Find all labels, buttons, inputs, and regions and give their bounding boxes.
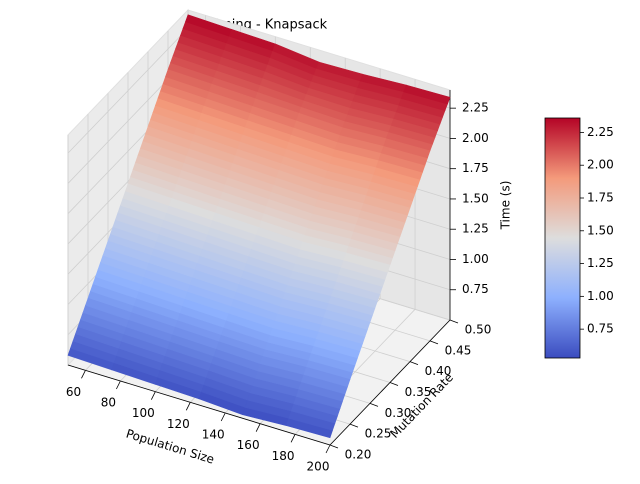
surface-patch [111, 312, 176, 385]
x-tick-label: 80 [101, 396, 116, 410]
x-tick-label: 60 [66, 385, 81, 399]
surface-patch [131, 255, 196, 328]
surface-patch [107, 183, 173, 256]
y-tick [389, 382, 399, 386]
surface-patch [87, 240, 153, 314]
surface-patch [147, 69, 213, 142]
x-tick-label: 120 [167, 417, 190, 431]
z-tick-label: 2.00 [462, 131, 489, 145]
surface-patch [254, 43, 320, 114]
colorbar-tick-label: 0.75 [587, 322, 614, 336]
colorbar-tick-label: 1.25 [587, 256, 614, 270]
surface-cell [303, 366, 351, 388]
z-tick-label: 1.25 [462, 222, 489, 236]
x-tick [150, 391, 156, 400]
x-tick [290, 434, 296, 443]
surface-patch [211, 29, 276, 100]
surface-patch [285, 366, 351, 439]
surface-patch [322, 127, 387, 197]
z-axis-label: Time (s) [499, 181, 513, 231]
surface-patch [151, 198, 216, 271]
colorbar-tick-label: 2.25 [587, 125, 614, 139]
x-tick [116, 380, 121, 390]
x-tick-label: 160 [237, 438, 260, 452]
colorbar-tick-label: 1.00 [587, 289, 614, 303]
surface-patch [198, 341, 264, 416]
surface-patch [234, 98, 300, 171]
surface-cell [323, 309, 371, 330]
surface-cell [383, 138, 431, 159]
surface-patch [171, 140, 236, 214]
y-tick [449, 319, 459, 324]
y-tick [409, 361, 419, 366]
colorbar [544, 117, 581, 359]
x-tick [81, 370, 86, 379]
colorbar-tick-label: 1.75 [587, 191, 614, 205]
y-tick [429, 340, 439, 345]
x-tick [185, 402, 191, 411]
y-tick-label: 0.35 [405, 385, 432, 399]
surface-patch [365, 138, 431, 209]
x-axis [67, 364, 331, 446]
grid-line [67, 27, 189, 154]
z-tick-label: 0.75 [462, 282, 489, 296]
z-tick-label: 1.00 [462, 252, 489, 266]
x-tick [255, 423, 261, 432]
surface-patch [191, 83, 256, 157]
z-tick-label: 1.75 [462, 161, 489, 175]
x-tick-label: 200 [307, 460, 330, 474]
z-tick-label: 2.25 [462, 101, 489, 115]
surface-patch [174, 269, 240, 343]
x-tick-label: 100 [132, 406, 155, 420]
surface-patch [194, 212, 260, 285]
y-tick-label: 0.50 [465, 323, 492, 337]
surface-patch [238, 227, 304, 300]
x-tick-label: 180 [272, 449, 295, 463]
y-tick-label: 0.40 [425, 364, 452, 378]
surface-patch [385, 84, 451, 152]
surface-cell [363, 195, 411, 216]
surface-patch [127, 126, 193, 199]
y-tick [329, 444, 339, 449]
y-tick-label: 0.25 [365, 427, 392, 441]
surface-patch [218, 284, 284, 357]
surface-patch [154, 326, 220, 400]
y-tick [369, 402, 379, 407]
surface-patch [242, 355, 307, 426]
z-tick-label: 1.50 [462, 191, 489, 205]
y-tick-label: 0.30 [385, 406, 412, 420]
y-axis [329, 319, 451, 446]
surface-patch [305, 309, 371, 380]
surface-cell [343, 252, 391, 273]
y-tick [349, 423, 359, 428]
colorbar-tick-label: 1.50 [587, 223, 614, 237]
surface-patch [325, 252, 391, 323]
y-tick-label: 0.45 [445, 343, 472, 357]
surface-patch [302, 184, 367, 254]
y-tick-label: 0.20 [345, 448, 372, 462]
x-tick-label: 140 [202, 428, 225, 442]
surface-patch [262, 298, 327, 368]
surface-patch [67, 297, 133, 371]
surface-patch [345, 195, 411, 266]
colorbar-tick-label: 2.00 [587, 158, 614, 172]
x-tick [220, 412, 226, 422]
surface-patch [214, 155, 280, 228]
surface-cell [403, 84, 451, 105]
x-tick [325, 444, 331, 454]
